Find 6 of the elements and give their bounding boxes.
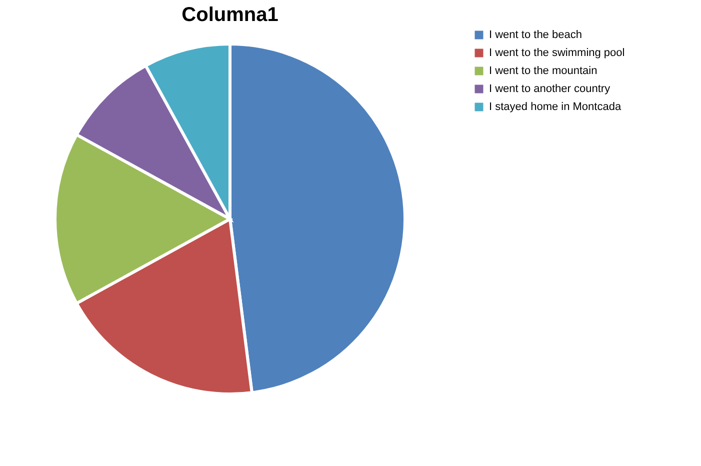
- legend-label: I went to the swimming pool: [489, 47, 625, 59]
- legend-label: I stayed home in Montcada: [489, 101, 622, 113]
- legend-label: I went to another country: [489, 83, 611, 95]
- legend-label: I went to the mountain: [489, 65, 598, 77]
- legend-label: I went to the beach: [489, 29, 582, 41]
- chart-title: Columna1: [182, 4, 278, 26]
